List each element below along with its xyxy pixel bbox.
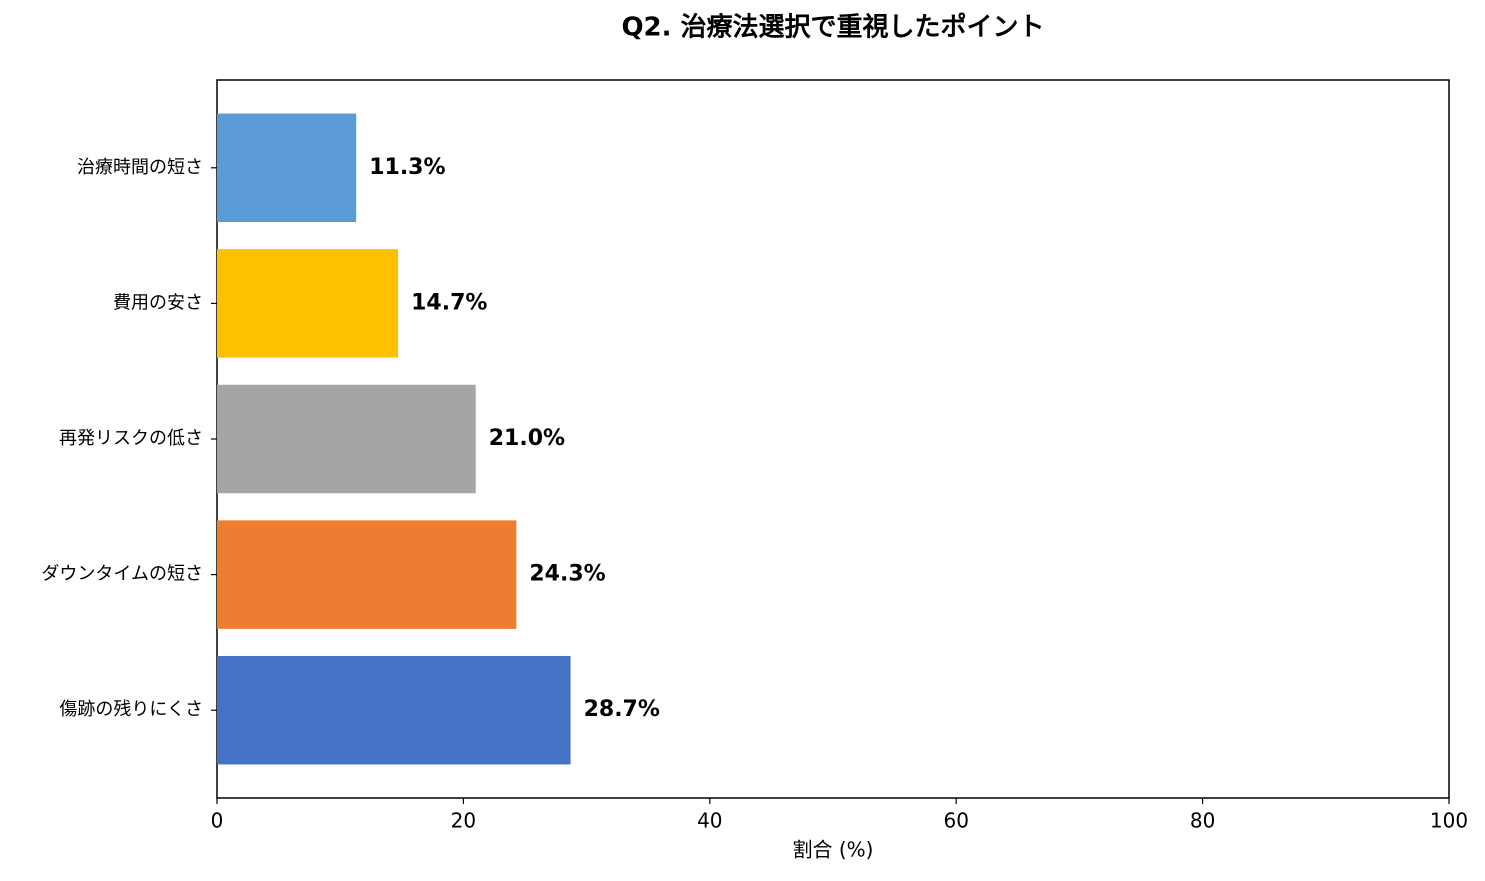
bar — [217, 249, 399, 358]
bar — [217, 655, 571, 765]
y-tick-label: 費用の安さ — [113, 292, 203, 313]
bar — [217, 520, 517, 629]
y-tick-label: 再発リスクの低さ — [59, 428, 203, 449]
bar — [217, 384, 476, 494]
x-tick-label: 60 — [943, 809, 968, 833]
value-label: 11.3% — [369, 155, 445, 180]
y-tick-label: 治療時間の短さ — [77, 157, 203, 178]
y-tick-label: 傷跡の残りにくさ — [59, 699, 203, 720]
value-label: 28.7% — [584, 697, 660, 722]
bar — [217, 113, 357, 223]
x-tick-label: 20 — [451, 809, 476, 833]
value-label: 14.7% — [411, 290, 487, 315]
x-tick-label: 100 — [1430, 809, 1468, 833]
chart-title: Q2. 治療法選択で重視したポイント — [621, 12, 1044, 43]
value-label: 21.0% — [489, 426, 565, 451]
x-tick-label: 80 — [1190, 809, 1215, 833]
x-tick-label: 40 — [697, 809, 722, 833]
value-label: 24.3% — [529, 562, 605, 587]
x-tick-label: 0 — [211, 809, 224, 833]
y-tick-label: ダウンタイムの短さ — [41, 564, 203, 585]
x-axis-label: 割合 (%) — [793, 838, 874, 862]
